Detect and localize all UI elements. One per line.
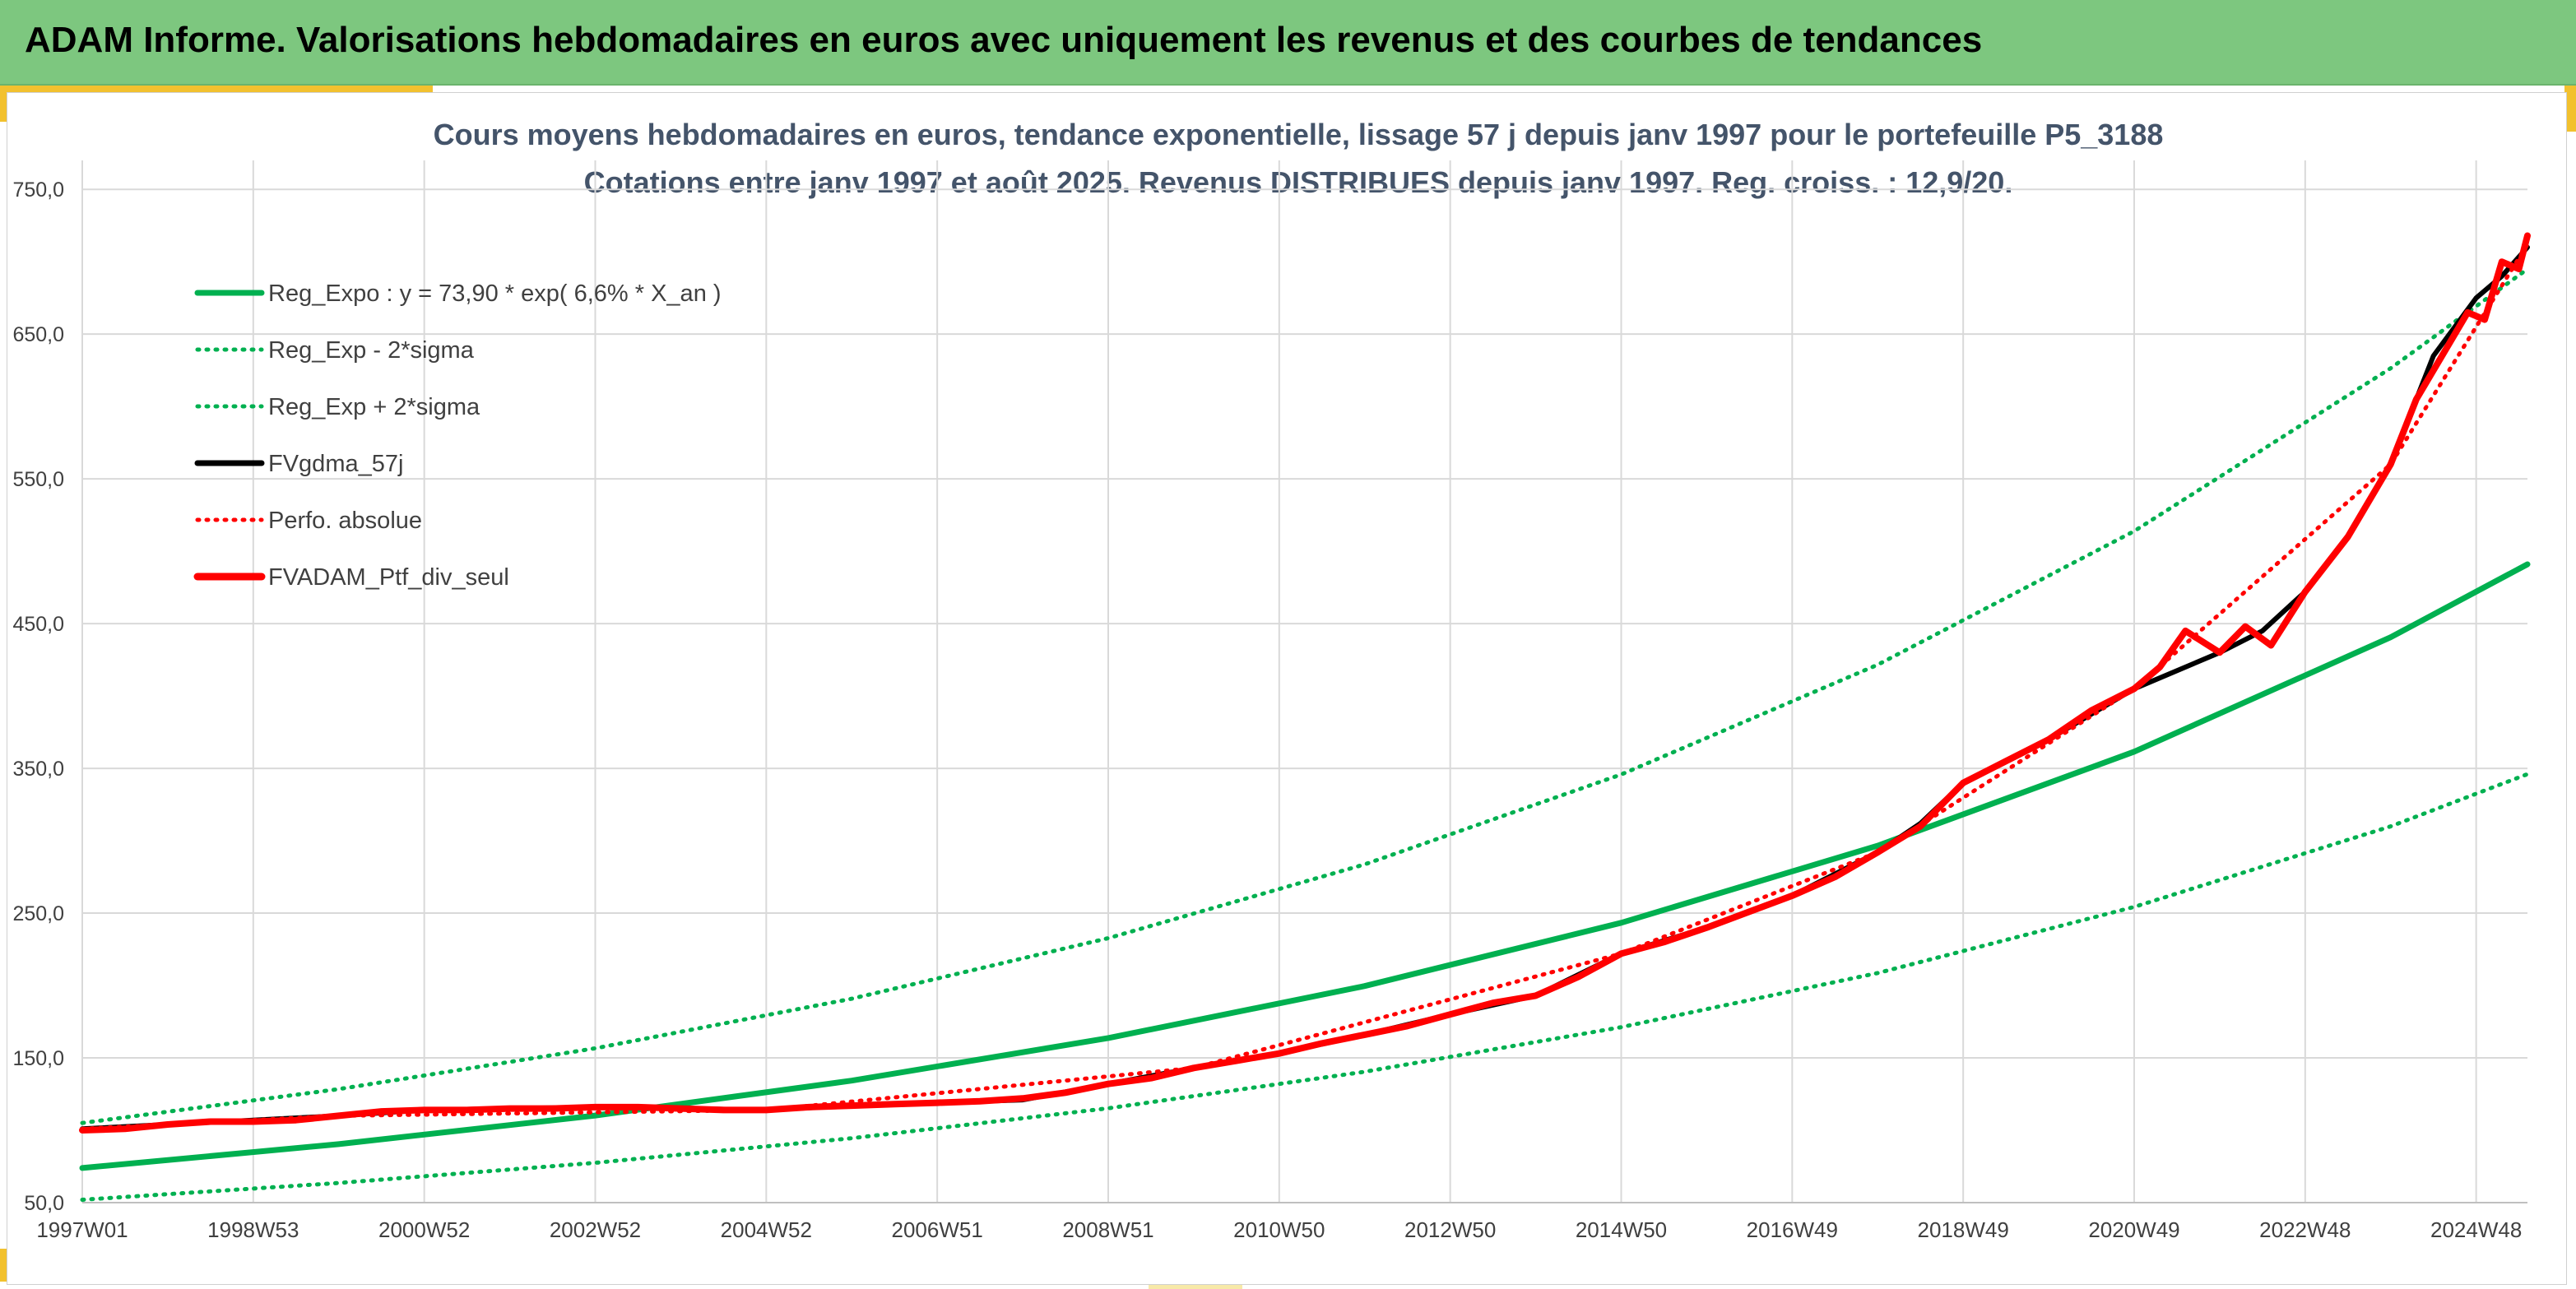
legend-label: FVgdma_57j — [268, 451, 403, 477]
header-banner: ADAM Informe. Valorisations hebdomadaire… — [0, 0, 2576, 86]
trend-line — [79, 561, 2531, 1171]
plot-series — [79, 232, 2531, 1202]
legend-label: Reg_Exp - 2*sigma — [268, 337, 475, 364]
legend: Reg_Expo : y = 73,90 * exp( 6,6% * X_an … — [193, 281, 722, 591]
y-axis: 50,0 150,0 250,0 350,0 450,0 550,0 650,0 750,0 — [12, 179, 64, 1215]
y-tick-label: 450,0 — [12, 613, 64, 636]
legend-label: Perfo. absolue — [268, 508, 422, 534]
x-tick-label: 2020W49 — [2088, 1217, 2179, 1242]
y-tick-label: 250,0 — [12, 902, 64, 925]
accent-bar-top-left — [0, 86, 433, 94]
x-tick-label: 2018W49 — [1917, 1217, 2008, 1242]
x-tick-label: 2006W51 — [892, 1217, 983, 1242]
perfo-absolue-line — [80, 242, 2530, 1131]
y-tick-label: 750,0 — [12, 179, 64, 202]
legend-label: FVADAM_Ptf_div_seul — [268, 564, 509, 591]
x-tick-label: 1998W53 — [207, 1217, 299, 1242]
x-tick-label: 2016W49 — [1747, 1217, 1838, 1242]
y-tick-label: 550,0 — [12, 468, 64, 491]
page-title: ADAM Informe. Valorisations hebdomadaire… — [25, 20, 1983, 60]
trend-lower-band — [80, 772, 2530, 1202]
x-tick-label: 2014W50 — [1576, 1217, 1667, 1242]
x-tick-label: 2022W48 — [2259, 1217, 2351, 1242]
accent-bar-bottom — [1149, 1281, 1242, 1289]
y-tick-label: 650,0 — [12, 323, 64, 346]
x-tick-label: 2008W51 — [1062, 1217, 1153, 1242]
chart-subtitle: Cotations entre janv 1997 et août 2025. … — [584, 165, 2013, 199]
legend-label: Reg_Expo : y = 73,90 * exp( 6,6% * X_an … — [268, 281, 722, 307]
y-tick-label: 50,0 — [24, 1192, 64, 1215]
x-tick-label: 2024W48 — [2430, 1217, 2522, 1242]
y-tick-label: 150,0 — [12, 1047, 64, 1070]
y-tick-label: 350,0 — [12, 758, 64, 781]
x-tick-label: 2000W52 — [378, 1217, 470, 1242]
x-tick-label: 2004W52 — [721, 1217, 812, 1242]
accent-bar-right — [2564, 86, 2576, 132]
x-tick-label: 2012W50 — [1404, 1217, 1496, 1242]
x-axis: 1997W01 1998W53 2000W52 2002W52 2004W52 2006W… — [36, 1202, 2527, 1242]
legend-label: Reg_Exp + 2*sigma — [268, 394, 480, 420]
x-tick-label: 2010W50 — [1233, 1217, 1325, 1242]
chart-title: Cours moyens hebdomadaires en euros, ten… — [434, 118, 2164, 151]
portfolio-line — [79, 232, 2531, 1134]
x-tick-label: 1997W01 — [36, 1217, 128, 1242]
x-tick-label: 2002W52 — [550, 1217, 641, 1242]
